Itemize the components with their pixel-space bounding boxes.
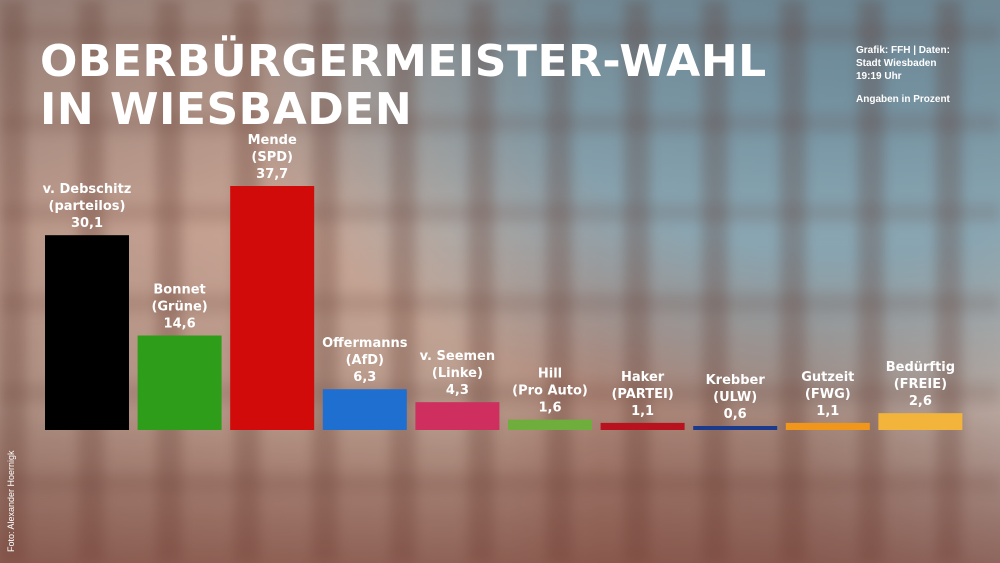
bar-4 [415,402,500,430]
title-line-2: IN WIESBADEN [40,84,413,135]
bar-3 [322,389,407,430]
bar-label-name-3: Offermanns [322,336,408,351]
bar-label-name-8: Gutzeit [801,370,854,385]
bar-label-value-1: 14,6 [164,317,196,332]
chart-title: OBERBÜRGERMEISTER-WAHL IN WIESBADEN [40,38,767,134]
bar-label-value-9: 2,6 [909,394,932,409]
bar-label-value-7: 0,6 [724,407,747,422]
bar-label-party-0: (parteilos) [49,199,126,214]
bar-label-name-6: Haker [621,370,665,385]
bar-0 [45,235,129,430]
bar-2 [230,186,315,430]
bar-label-party-7: (ULW) [713,390,757,405]
bar-label-value-5: 1,6 [538,401,561,416]
bar-7 [693,426,778,430]
bar-label-name-4: v. Seemen [420,349,496,364]
source-time: 19:19 Uhr [856,71,902,82]
bar-9 [878,413,963,430]
title-line-1: OBERBÜRGERMEISTER-WAHL [40,36,767,87]
bar-5 [508,419,592,430]
unit-note: Angaben in Prozent [856,94,950,105]
bar-label-party-5: (Pro Auto) [512,384,588,399]
bar-8 [785,422,870,430]
bar-1 [137,335,222,430]
bar-label-party-3: (AfD) [346,353,384,368]
source-line-2: Stadt Wiesbaden [856,58,937,69]
background-shade [0,413,1000,563]
bar-label-party-8: (FWG) [805,387,851,402]
bar-label-party-1: (Grüne) [151,300,207,315]
bar-label-party-2: (SPD) [251,150,293,165]
bar-label-value-8: 1,1 [816,404,839,419]
bar-label-name-5: Hill [538,367,562,382]
bar-label-value-3: 6,3 [353,370,376,385]
source-line-1: Grafik: FFH | Daten: [856,45,950,56]
bar-label-name-9: Bedürftig [886,360,955,375]
bar-label-name-2: Mende [248,133,297,148]
bar-6 [600,422,685,430]
bar-label-party-6: (PARTEI) [611,387,673,402]
bar-label-name-7: Krebber [706,373,766,388]
bar-label-name-1: Bonnet [153,283,205,298]
bar-label-party-9: (FREIE) [894,377,947,392]
bar-label-value-0: 30,1 [71,216,103,231]
bar-label-name-0: v. Debschitz [43,182,132,197]
bar-label-party-4: (Linke) [432,366,483,381]
bar-label-value-4: 4,3 [446,383,469,398]
source-note: Grafik: FFH | Daten: Stadt Wiesbaden 19:… [856,44,996,106]
bar-label-value-2: 37,7 [256,167,288,182]
bar-label-value-6: 1,1 [631,404,654,419]
